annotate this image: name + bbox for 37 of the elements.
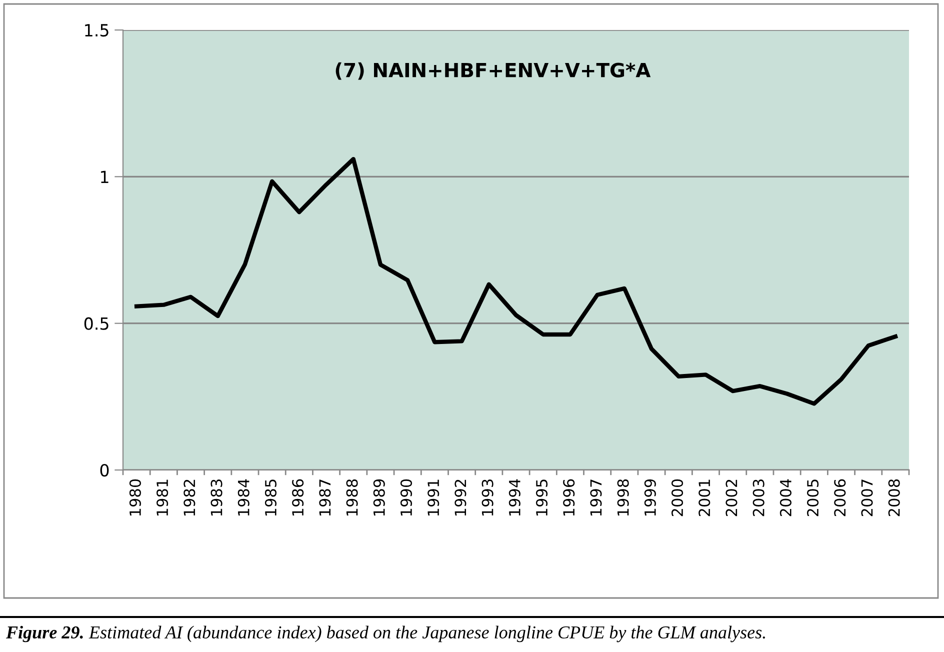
x-tick-label: 1983 [210, 480, 222, 516]
caption: Figure 29. [6, 626, 83, 642]
x-tick-label: 1991 [428, 480, 440, 516]
x-tick-label: 1992 [454, 480, 466, 516]
x-tick-label: 1982 [184, 480, 196, 516]
x-tick-label: 1985 [264, 480, 276, 516]
line-series [134, 156, 898, 406]
x-tick-label: 1988 [346, 479, 358, 516]
x-tick-label: 1996 [563, 479, 575, 516]
x-tick-label: 2004 [780, 479, 792, 516]
y-tick-label: 0 [100, 464, 109, 477]
x-tick-label: 1987 [319, 480, 331, 516]
y-tick-label: 1.5 [85, 24, 108, 37]
y-tick-label: 0.5 [84, 317, 108, 330]
x-tick-label: 1997 [590, 480, 602, 516]
x-tick-label: 1989 [373, 479, 385, 516]
text: (7) NAIN+HBF+ENV+V+TG*A [336, 62, 651, 80]
x-tick-label: 2002 [726, 480, 738, 516]
x-tick-label: 1999 [644, 479, 656, 516]
x-tick-label: 1986 [292, 479, 304, 516]
x-tick-label: 2000 [671, 479, 684, 516]
x-tick-label: 1984 [238, 479, 250, 516]
x-tick-label: 2006 [834, 479, 846, 516]
x-tick-label: 1993 [482, 480, 494, 516]
x-tick-label: 2003 [752, 480, 764, 516]
x-tick-label: 1981 [156, 480, 168, 516]
text: Estimated AI (abundance index) based on the Japanese longline CPUE by the GLM analyses. [88, 626, 765, 642]
y-tick-label: 1 [101, 170, 108, 183]
x-tick-label: 1995 [536, 480, 548, 516]
x-tick-label: 1990 [400, 479, 412, 516]
x-tick-label: 1980 [129, 479, 141, 516]
x-tick-label: 2005 [807, 480, 819, 516]
x-tick-label: 2007 [861, 480, 873, 516]
x-tick-label: 2008 [888, 479, 900, 516]
x-tick-label: 1998 [617, 479, 629, 516]
x-tick-label: 1994 [508, 479, 520, 516]
x-tick-label: 2001 [698, 480, 710, 516]
